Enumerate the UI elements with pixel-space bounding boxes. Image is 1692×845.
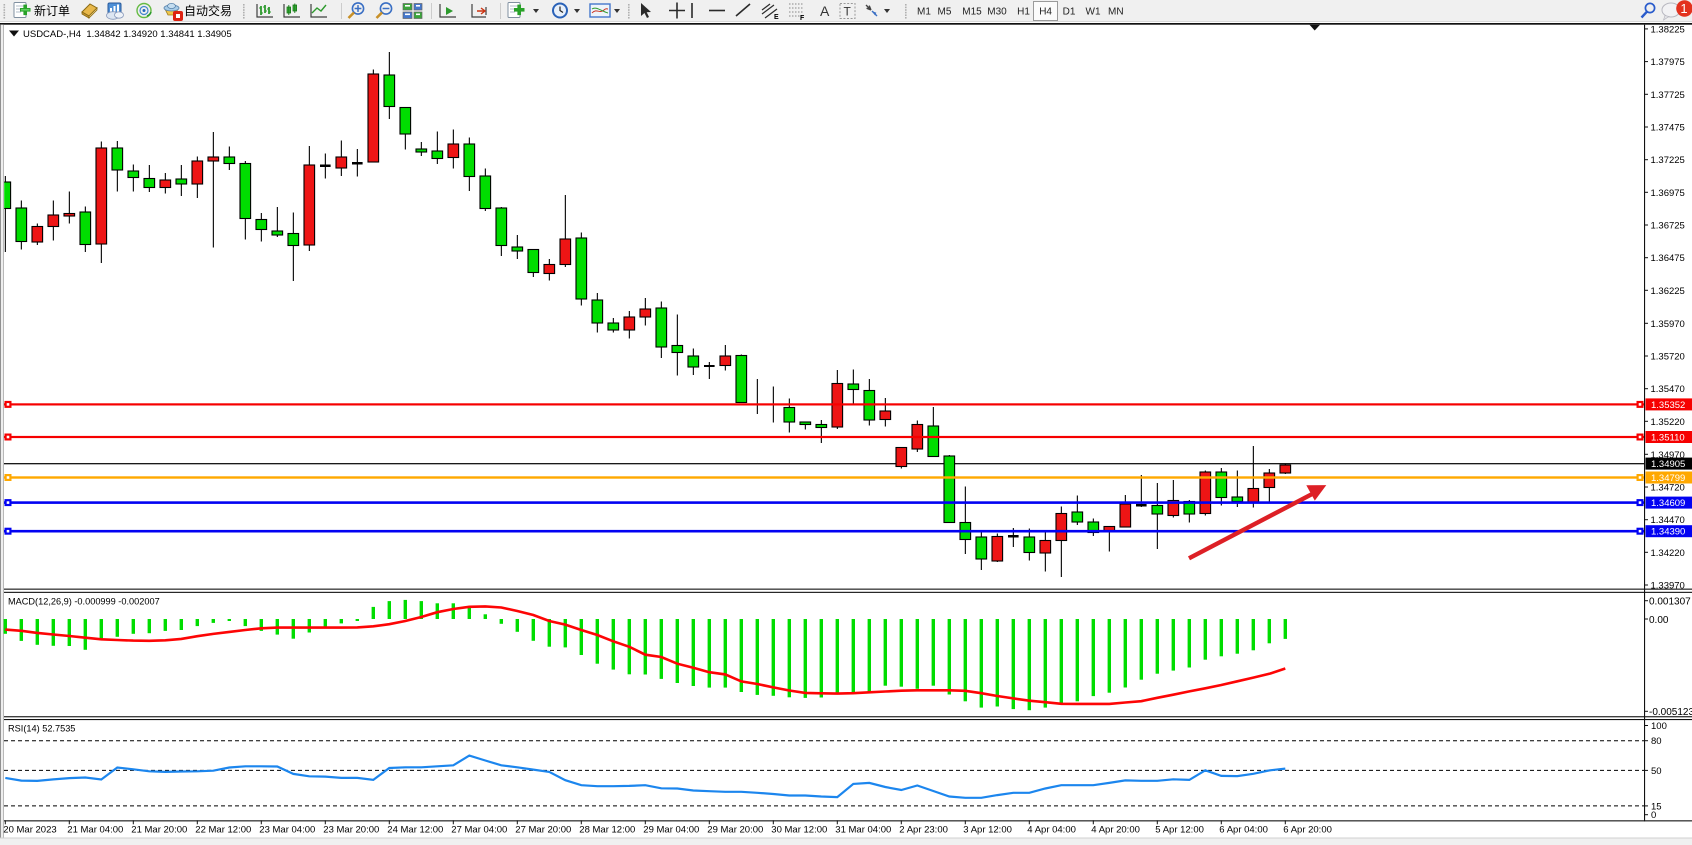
svg-text:100: 100 [1651, 721, 1667, 732]
svg-text:MACD(12,26,9) -0.000999 -0.002: MACD(12,26,9) -0.000999 -0.002007 [8, 597, 160, 607]
svg-text:1.35470: 1.35470 [1651, 384, 1685, 395]
svg-text:1.37225: 1.37225 [1651, 155, 1685, 166]
svg-text:21 Mar 04:00: 21 Mar 04:00 [67, 825, 123, 836]
svg-text:1.35970: 1.35970 [1651, 319, 1685, 330]
svg-text:1.35220: 1.35220 [1651, 417, 1685, 428]
svg-text:1.33970: 1.33970 [1651, 581, 1685, 592]
svg-text:31 Mar 04:00: 31 Mar 04:00 [835, 825, 891, 836]
svg-text:1.34470: 1.34470 [1651, 515, 1685, 526]
svg-text:USDCAD-,H4 1.34842 1.34920 1.: USDCAD-,H4 1.34842 1.34920 1.34841 1.349… [23, 29, 232, 40]
svg-text:M5: M5 [938, 7, 952, 18]
svg-text:1.36475: 1.36475 [1651, 253, 1685, 264]
svg-text:1.37475: 1.37475 [1651, 123, 1685, 134]
svg-text:1.36975: 1.36975 [1651, 188, 1685, 199]
svg-text:1.35352: 1.35352 [1651, 400, 1685, 411]
svg-text:21 Mar 20:00: 21 Mar 20:00 [131, 825, 187, 836]
svg-text:1.34905: 1.34905 [1651, 459, 1685, 470]
svg-text:新订单: 新订单 [34, 3, 70, 18]
svg-text:T: T [844, 5, 852, 19]
svg-text:5 Apr 12:00: 5 Apr 12:00 [1155, 825, 1204, 836]
svg-text:W1: W1 [1086, 7, 1101, 18]
svg-text:RSI(14) 52.7535: RSI(14) 52.7535 [8, 724, 75, 734]
svg-text:H4: H4 [1039, 7, 1052, 18]
svg-text:E: E [774, 14, 779, 21]
svg-text:2 Apr 23:00: 2 Apr 23:00 [899, 825, 948, 836]
svg-text:23 Mar 04:00: 23 Mar 04:00 [259, 825, 315, 836]
svg-text:6 Apr 04:00: 6 Apr 04:00 [1219, 825, 1268, 836]
svg-text:D1: D1 [1063, 7, 1076, 18]
svg-text:3 Apr 12:00: 3 Apr 12:00 [963, 825, 1012, 836]
svg-text:1.34970: 1.34970 [1651, 450, 1685, 461]
svg-text:0.001307: 0.001307 [1649, 597, 1691, 608]
svg-text:1.36725: 1.36725 [1651, 221, 1685, 232]
svg-text:1.35720: 1.35720 [1651, 352, 1685, 363]
svg-text:1.34220: 1.34220 [1651, 548, 1685, 559]
svg-text:MN: MN [1108, 7, 1124, 18]
svg-text:1.37725: 1.37725 [1651, 90, 1685, 101]
svg-text:0: 0 [1651, 810, 1656, 821]
svg-text:1.36225: 1.36225 [1651, 286, 1685, 297]
svg-text:27 Mar 04:00: 27 Mar 04:00 [451, 825, 507, 836]
svg-text:28 Mar 12:00: 28 Mar 12:00 [579, 825, 635, 836]
svg-text:1.34799: 1.34799 [1651, 473, 1685, 484]
svg-text:M15: M15 [962, 7, 982, 18]
svg-text:24 Mar 12:00: 24 Mar 12:00 [387, 825, 443, 836]
svg-text:M1: M1 [917, 7, 931, 18]
svg-text:1.34720: 1.34720 [1651, 483, 1685, 494]
svg-text:F: F [800, 15, 805, 22]
svg-text:15: 15 [1651, 801, 1662, 812]
svg-text:29 Mar 04:00: 29 Mar 04:00 [643, 825, 699, 836]
svg-text:1: 1 [1680, 1, 1687, 16]
svg-text:H1: H1 [1017, 7, 1030, 18]
svg-text:0.00: 0.00 [1649, 615, 1669, 626]
svg-text:4 Apr 20:00: 4 Apr 20:00 [1091, 825, 1140, 836]
svg-text:27 Mar 20:00: 27 Mar 20:00 [515, 825, 571, 836]
svg-text:1.37975: 1.37975 [1651, 57, 1685, 68]
svg-text:-0.005123: -0.005123 [1649, 707, 1692, 718]
svg-text:20 Mar 2023: 20 Mar 2023 [3, 825, 56, 836]
svg-text:1.34390: 1.34390 [1651, 527, 1685, 538]
svg-text:自动交易: 自动交易 [184, 3, 232, 18]
svg-text:6 Apr 20:00: 6 Apr 20:00 [1283, 825, 1332, 836]
svg-text:30 Mar 12:00: 30 Mar 12:00 [771, 825, 827, 836]
svg-text:M30: M30 [987, 7, 1007, 18]
svg-text:29 Mar 20:00: 29 Mar 20:00 [707, 825, 763, 836]
svg-text:22 Mar 12:00: 22 Mar 12:00 [195, 825, 251, 836]
svg-text:1.35110: 1.35110 [1651, 432, 1685, 443]
svg-text:4 Apr 04:00: 4 Apr 04:00 [1027, 825, 1076, 836]
svg-text:1.38225: 1.38225 [1651, 24, 1685, 35]
svg-text:50: 50 [1651, 766, 1662, 777]
svg-text:80: 80 [1651, 736, 1662, 747]
svg-text:A: A [820, 3, 830, 19]
svg-text:1.34609: 1.34609 [1651, 498, 1685, 509]
svg-text:23 Mar 20:00: 23 Mar 20:00 [323, 825, 379, 836]
